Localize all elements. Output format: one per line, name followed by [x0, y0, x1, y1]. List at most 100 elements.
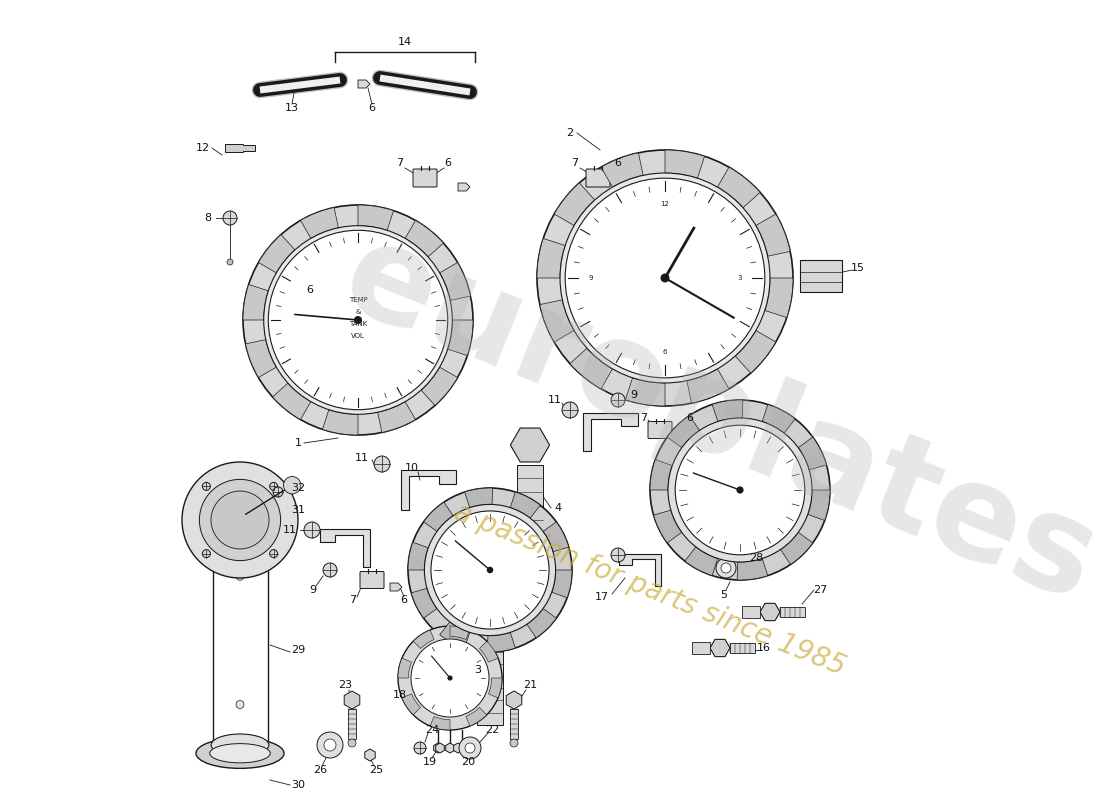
Polygon shape [760, 603, 780, 621]
Polygon shape [226, 144, 255, 152]
Wedge shape [488, 678, 502, 698]
Circle shape [273, 487, 283, 497]
Wedge shape [377, 402, 416, 433]
Text: 8: 8 [205, 213, 211, 223]
Wedge shape [430, 717, 450, 730]
Wedge shape [668, 415, 700, 448]
Text: 12: 12 [661, 201, 670, 206]
Wedge shape [737, 558, 768, 580]
Circle shape [716, 558, 736, 578]
Text: 1: 1 [295, 438, 301, 448]
Circle shape [486, 566, 493, 574]
Circle shape [348, 739, 356, 747]
Circle shape [227, 259, 233, 265]
Text: 6: 6 [368, 103, 375, 113]
Wedge shape [464, 488, 493, 508]
Polygon shape [458, 183, 470, 191]
Text: europlates: europlates [326, 211, 1100, 629]
Wedge shape [762, 405, 795, 433]
Wedge shape [781, 532, 813, 565]
Polygon shape [344, 691, 360, 709]
Wedge shape [650, 459, 672, 490]
Text: 7: 7 [640, 413, 648, 423]
Text: VOL: VOL [351, 333, 365, 339]
FancyBboxPatch shape [360, 571, 384, 589]
Text: 27: 27 [813, 585, 827, 595]
Text: 14: 14 [398, 37, 412, 47]
Wedge shape [735, 330, 776, 373]
Polygon shape [458, 743, 466, 753]
Text: 11: 11 [283, 525, 297, 535]
Polygon shape [320, 529, 370, 567]
Text: 32: 32 [290, 483, 305, 493]
Polygon shape [358, 80, 370, 88]
Circle shape [223, 211, 236, 225]
Circle shape [236, 701, 244, 709]
Circle shape [736, 486, 744, 494]
Circle shape [408, 488, 572, 652]
Text: 20: 20 [461, 757, 475, 767]
Polygon shape [676, 438, 688, 446]
Wedge shape [421, 367, 458, 406]
Text: 9: 9 [309, 585, 317, 595]
Wedge shape [537, 238, 565, 278]
Wedge shape [685, 547, 718, 575]
Circle shape [425, 504, 556, 635]
Circle shape [650, 400, 830, 580]
Wedge shape [398, 658, 411, 678]
Circle shape [459, 737, 481, 759]
Text: 9: 9 [588, 275, 593, 281]
Wedge shape [799, 437, 826, 470]
Text: 19: 19 [422, 757, 437, 767]
Circle shape [448, 675, 452, 681]
Text: 30: 30 [292, 780, 305, 790]
Polygon shape [436, 743, 444, 753]
Polygon shape [446, 743, 454, 753]
Text: 11: 11 [355, 453, 368, 463]
Wedge shape [405, 221, 443, 257]
Circle shape [560, 173, 770, 383]
Text: TEMP: TEMP [349, 297, 367, 303]
Ellipse shape [211, 734, 268, 756]
Circle shape [317, 732, 343, 758]
Circle shape [431, 511, 549, 629]
Bar [477, 640, 503, 725]
Polygon shape [619, 554, 661, 586]
Wedge shape [322, 410, 358, 435]
Bar [742, 606, 760, 618]
Circle shape [720, 563, 732, 573]
Bar [780, 607, 805, 617]
Wedge shape [243, 285, 268, 320]
Wedge shape [440, 262, 471, 300]
Circle shape [284, 477, 301, 494]
Circle shape [264, 226, 452, 414]
Text: 2: 2 [566, 128, 573, 138]
Circle shape [354, 316, 362, 324]
Circle shape [270, 482, 277, 490]
Text: 7: 7 [396, 158, 404, 168]
Bar [730, 643, 755, 653]
Circle shape [202, 550, 210, 558]
Bar [212, 520, 267, 745]
Wedge shape [411, 588, 437, 618]
FancyBboxPatch shape [648, 422, 672, 438]
Text: 7: 7 [571, 158, 579, 168]
Circle shape [268, 230, 448, 410]
Circle shape [414, 742, 426, 754]
Circle shape [398, 626, 502, 730]
Wedge shape [245, 340, 276, 378]
Text: 26: 26 [312, 765, 327, 775]
Circle shape [465, 743, 475, 753]
Text: 5: 5 [720, 590, 727, 600]
Text: 9: 9 [630, 390, 638, 400]
Text: 12: 12 [196, 143, 210, 153]
Circle shape [199, 479, 280, 561]
Wedge shape [601, 153, 643, 187]
Polygon shape [628, 183, 640, 191]
Wedge shape [552, 570, 572, 598]
Text: 21: 21 [522, 680, 537, 690]
Wedge shape [358, 205, 394, 230]
Wedge shape [510, 492, 540, 518]
Wedge shape [653, 510, 682, 543]
Wedge shape [448, 320, 473, 355]
